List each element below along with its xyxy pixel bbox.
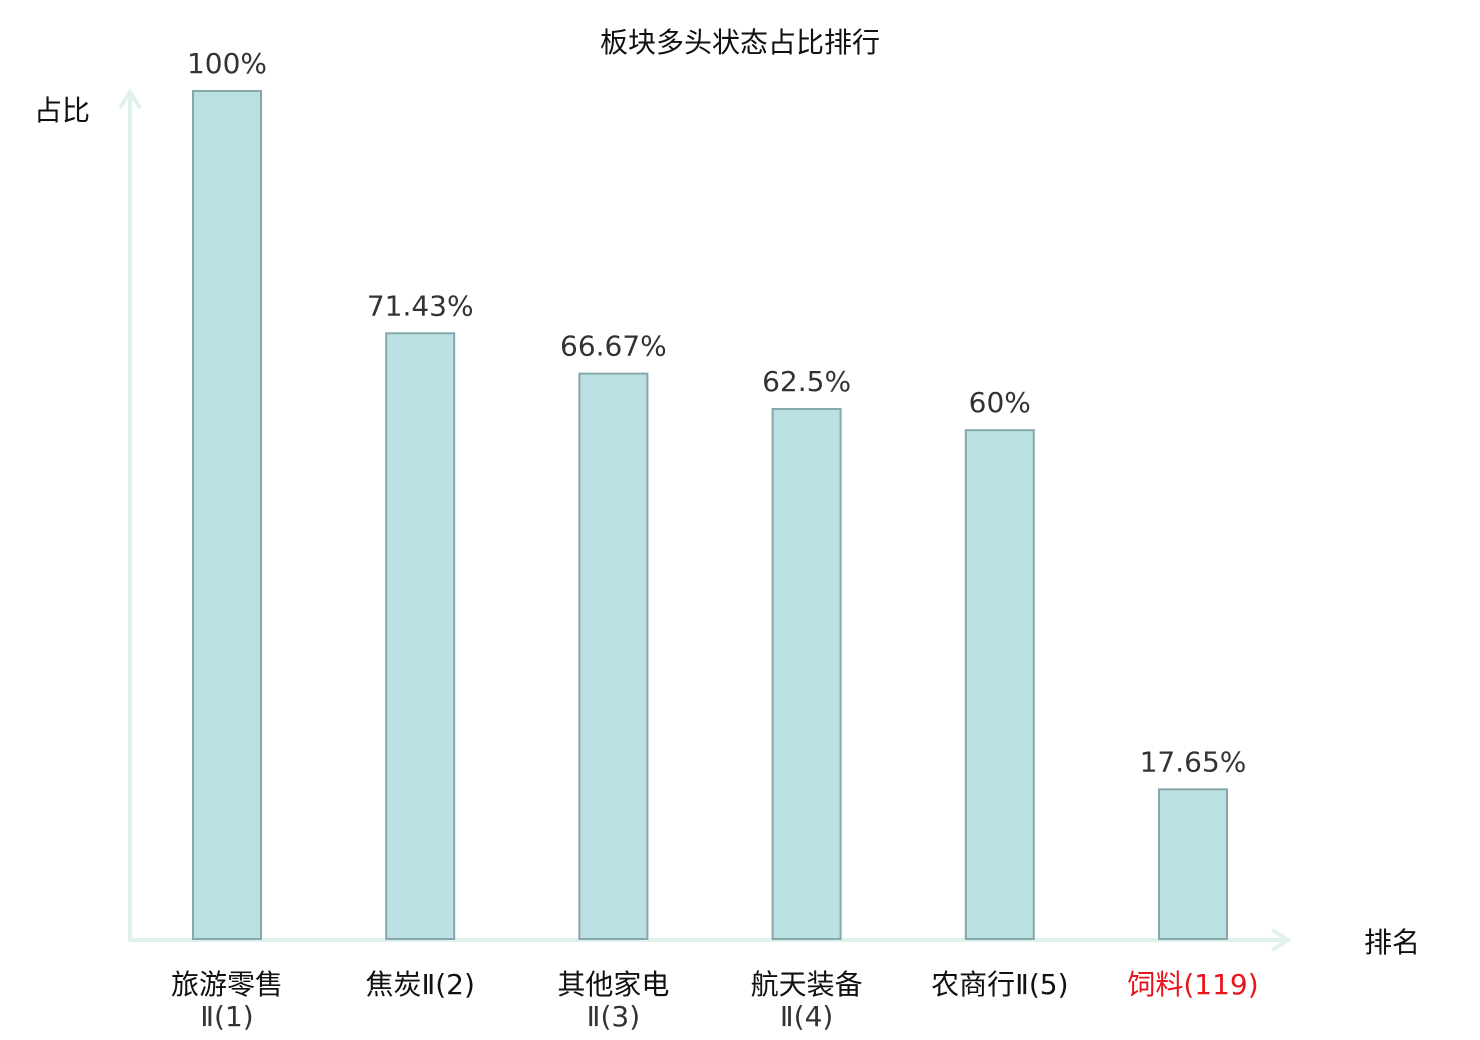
category-label: 焦炭Ⅱ(2) [365, 968, 474, 1001]
bar [771, 408, 842, 940]
value-label: 60% [969, 386, 1031, 419]
category-label: 其他家电 [557, 968, 669, 1001]
category-label-line2: Ⅱ(3) [587, 1000, 640, 1033]
category-label-line2: Ⅱ(4) [780, 1000, 833, 1033]
x-axis-arrow-icon [1270, 928, 1292, 952]
value-label: 66.67% [560, 330, 667, 363]
x-axis-label: 排名 [1364, 926, 1420, 959]
bar [1158, 788, 1228, 940]
bar [385, 332, 456, 940]
y-axis-label: 占比 [34, 94, 90, 127]
value-label: 100% [187, 47, 267, 80]
y-axis-arrow-icon [118, 88, 142, 110]
value-label: 62.5% [762, 365, 851, 398]
category-label: 饲料(119) [1127, 968, 1258, 1001]
bar [578, 372, 649, 940]
category-label: 农商行Ⅱ(5) [931, 968, 1068, 1001]
axes [118, 88, 1292, 952]
value-label: 71.43% [367, 289, 474, 322]
chart-title: 板块多头状态占比排行 [600, 26, 880, 59]
bar [192, 90, 262, 940]
category-label-line2: Ⅱ(1) [200, 1000, 253, 1033]
bar [964, 429, 1035, 940]
category-label: 旅游零售 [171, 968, 283, 1001]
category-label: 航天装备 [751, 968, 863, 1001]
value-label: 17.65% [1140, 745, 1247, 778]
